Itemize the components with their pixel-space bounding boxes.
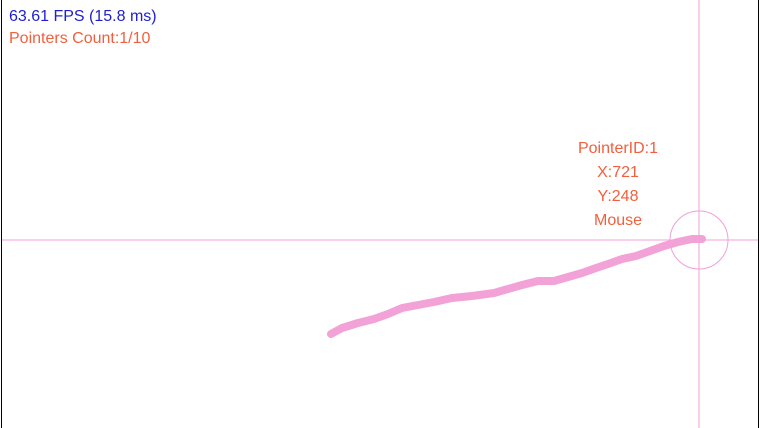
- pointer-info-label: PointerID:1 X:721 Y:248 Mouse: [558, 137, 678, 233]
- pointer-device-text: Mouse: [593, 212, 643, 229]
- pointer-id-text: PointerID:1: [577, 140, 659, 157]
- pointer-touch-circle: [669, 210, 729, 270]
- fps-readout: 63.61 FPS (15.8 ms): [9, 8, 157, 25]
- pointers-count-readout: Pointers Count:1/10: [9, 30, 151, 47]
- pointer-x-text: X:721: [597, 164, 639, 181]
- pointer-y-text: Y:248: [597, 188, 639, 205]
- hud-overlay: 63.61 FPS (15.8 ms) Pointers Count:1/10: [9, 6, 157, 50]
- pointer-trail-stroke: [327, 235, 706, 338]
